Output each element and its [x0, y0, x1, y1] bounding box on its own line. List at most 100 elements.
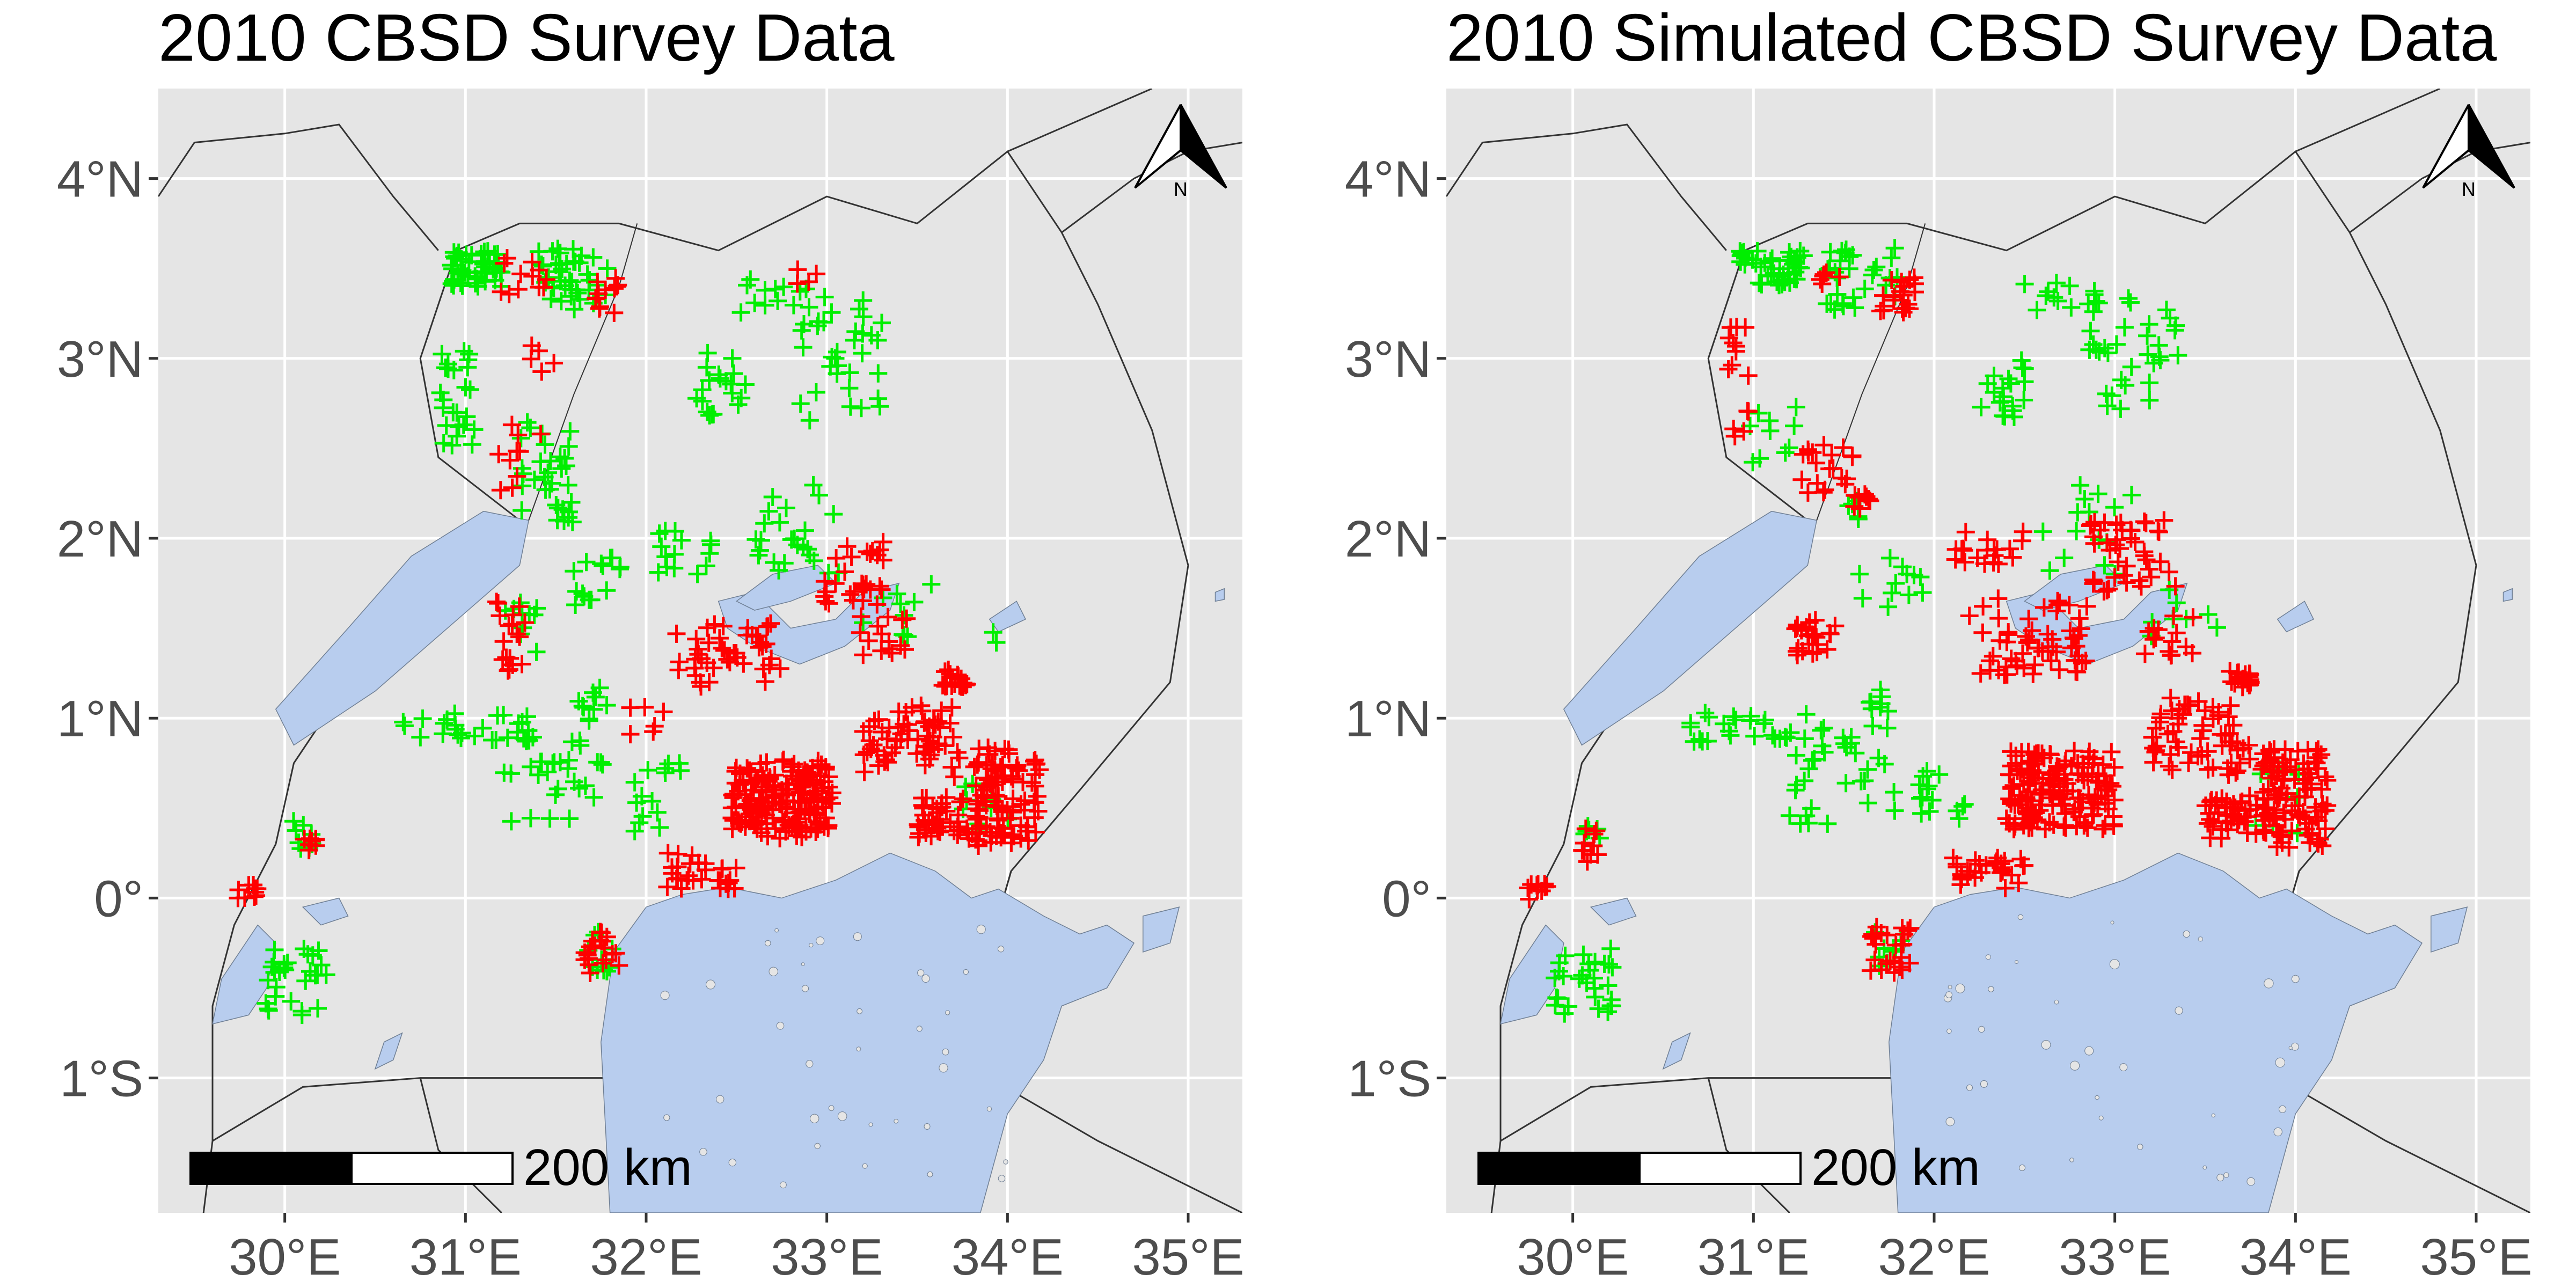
point-positive — [2264, 762, 2283, 781]
point-positive — [942, 758, 961, 777]
point-positive — [1865, 950, 1884, 969]
island — [986, 1106, 992, 1112]
point-negative — [1573, 966, 1592, 985]
island — [806, 1060, 814, 1068]
point-positive — [590, 297, 609, 316]
point-positive — [495, 254, 514, 273]
point-positive — [2162, 646, 2180, 665]
point-negative — [1828, 285, 1847, 304]
point-positive — [2160, 562, 2178, 581]
island — [2098, 1115, 2104, 1121]
point-positive — [2038, 625, 2057, 643]
lake-small_south — [374, 1032, 403, 1070]
point-positive — [757, 617, 776, 636]
point-negative — [550, 262, 568, 281]
point-positive — [861, 740, 880, 758]
point-positive — [229, 881, 248, 899]
point-positive — [2002, 866, 2021, 884]
point-negative — [1914, 767, 1933, 786]
island — [1978, 1026, 1985, 1033]
point-positive — [621, 698, 640, 717]
point-positive — [2003, 548, 2022, 567]
point-positive — [880, 639, 898, 658]
y-tick-label: 1°S — [1348, 1050, 1431, 1108]
point-positive — [852, 607, 870, 626]
point-positive — [954, 789, 972, 808]
point-positive — [2224, 795, 2243, 814]
point-negative — [895, 606, 913, 625]
point-negative — [552, 292, 570, 311]
point-negative — [1744, 453, 1762, 472]
point-negative — [525, 470, 544, 489]
point-negative — [625, 822, 644, 840]
point-positive — [2055, 770, 2074, 789]
north-arrow-label: N — [1174, 178, 1188, 200]
point-positive — [936, 677, 955, 696]
point-positive — [957, 675, 976, 693]
point-negative — [1787, 398, 1805, 416]
point-positive — [803, 758, 822, 777]
point-negative — [1880, 548, 1899, 567]
point-negative — [652, 537, 671, 556]
point-negative — [1840, 259, 1858, 278]
lake-victoria — [601, 852, 1135, 1213]
point-negative — [1599, 1002, 1618, 1021]
point-negative — [1795, 729, 1814, 748]
point-negative — [853, 344, 872, 363]
point-positive — [2147, 741, 2165, 760]
point-positive — [2027, 744, 2046, 763]
point-negative — [1749, 404, 1768, 422]
point-positive — [2041, 652, 2060, 670]
point-positive — [2267, 838, 2286, 856]
point-negative — [563, 513, 582, 531]
point-negative — [298, 945, 317, 964]
point-positive — [1811, 270, 1829, 289]
point-negative — [1754, 714, 1773, 733]
point-negative — [1555, 1004, 1574, 1023]
point-negative — [1858, 794, 1877, 813]
point-positive — [2137, 551, 2156, 569]
point-negative — [548, 499, 567, 517]
point-positive — [692, 870, 711, 889]
point-positive — [757, 753, 776, 772]
point-negative — [1861, 693, 1879, 712]
point-positive — [2289, 805, 2308, 824]
x-tick-label: 35°E — [2420, 1228, 2532, 1286]
point-negative — [2015, 275, 2034, 294]
point-negative — [1787, 775, 1806, 794]
point-negative — [584, 700, 603, 719]
point-positive — [854, 646, 873, 664]
point-positive — [714, 617, 733, 635]
point-negative — [1785, 416, 1804, 435]
point-negative — [671, 761, 690, 780]
point-negative — [2116, 376, 2135, 395]
point-negative — [1760, 412, 1779, 430]
point-positive — [787, 774, 806, 793]
point-negative — [2111, 399, 2130, 418]
point-positive — [2142, 568, 2161, 587]
point-negative — [551, 753, 569, 772]
point-positive — [2066, 651, 2084, 670]
point-negative — [1762, 267, 1781, 286]
point-positive — [1736, 318, 1755, 337]
point-negative — [535, 467, 554, 486]
point-positive — [932, 701, 951, 720]
point-positive — [2286, 760, 2305, 779]
point-positive — [2039, 642, 2058, 661]
point-positive — [1905, 268, 1923, 287]
point-negative — [1741, 707, 1760, 726]
island — [837, 1111, 847, 1121]
point-positive — [942, 698, 961, 717]
point-positive — [2062, 639, 2081, 657]
point-positive — [2047, 602, 2066, 620]
point-positive — [1836, 475, 1855, 494]
point-positive — [1724, 420, 1743, 438]
point-positive — [788, 260, 807, 279]
point-positive — [2254, 821, 2273, 839]
point-negative — [291, 839, 310, 858]
survey-points — [229, 239, 1049, 1024]
island — [2223, 1172, 2229, 1178]
point-positive — [996, 740, 1014, 758]
point-positive — [1587, 822, 1606, 840]
point-positive — [965, 757, 984, 776]
